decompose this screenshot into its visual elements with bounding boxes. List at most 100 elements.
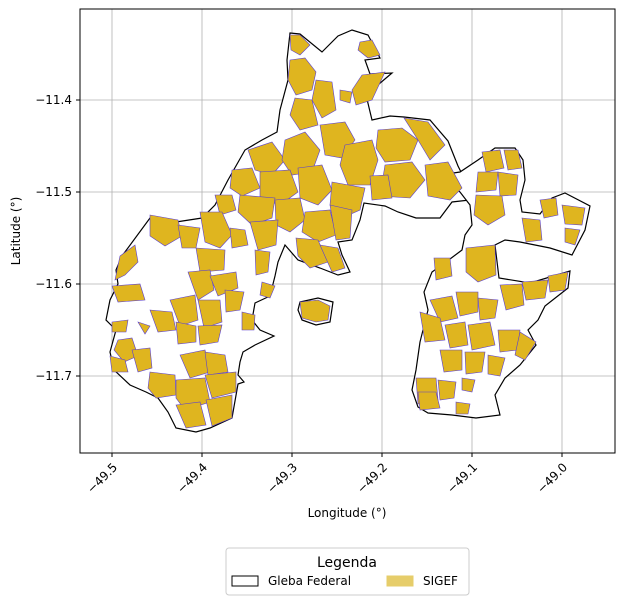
sigef-parcel [503,149,523,171]
sigef-parcel [429,295,459,323]
x-tick-label: −49.5 [84,460,120,496]
y-tick-label: −11.5 [35,185,72,199]
sigef-parcel [147,371,177,399]
sigef-parcel [224,289,245,313]
sigef-parcel [465,244,497,283]
sigef-parcel [204,351,229,376]
x-axis-label: Longitude (°) [308,506,387,520]
sigef-parcel [137,321,151,335]
sigef-parcel [113,337,139,363]
sigef-parcel [195,247,226,273]
sigef-parcel [417,391,441,411]
sigef-parcel [131,347,153,373]
sigef-parcel [229,167,261,197]
sigef-parcel [329,204,353,241]
sigef-parcel [497,171,519,197]
sigef-parcel [424,161,463,201]
x-tick-marks [111,453,563,457]
sigef-parcel [241,311,256,331]
sigef-parcel [187,269,215,301]
x-tick-label: −49.3 [264,460,300,496]
sigef-parcel [289,34,311,56]
sigef-parcel [109,355,129,373]
sigef-parcel [209,271,239,297]
y-tick-label: −11.7 [35,369,72,383]
sigef-parcel [475,171,499,193]
sigef-parcel [375,127,419,163]
sigef-parcel [521,217,543,243]
sigef-parcel [514,331,537,361]
sigef-parcel [437,379,457,401]
y-axis-label: Latitude (°) [9,197,23,266]
sigef-parcel [561,204,586,226]
sigef-parcel [351,71,386,106]
sigef-layer [109,34,586,429]
sigef-parcel [169,294,199,327]
sigef-parcel [455,401,471,415]
sigef-parcel [481,149,505,173]
sigef-parcel [149,309,177,333]
sigef-parcel [259,169,299,206]
sigef-parcel [419,311,446,343]
sigef-parcel [111,283,146,303]
sigef-parcel [467,321,496,351]
legend-label-sigef: SIGEF [423,574,458,588]
sigef-parcel [311,79,337,119]
sigef-parcel [111,319,129,333]
sigef-parcel [547,271,569,293]
legend-label-gleba: Gleba Federal [268,574,351,588]
sigef-parcel [499,283,525,311]
sigef-parcel [289,97,319,131]
sigef-parcel [455,291,479,317]
sigef-parcel [205,394,233,427]
y-tick-labels: −11.4 −11.5 −11.6 −11.7 [35,93,72,383]
sigef-parcel [403,117,446,161]
sigef-parcel [521,279,549,301]
sigef-parcel [114,244,139,281]
sigef-parcel [175,321,197,345]
sigef-parcel [249,219,279,251]
legend-swatch-sigef [386,575,414,587]
sigef-parcel [319,244,346,273]
sigef-parcel [461,377,476,393]
sigef-parcel [464,351,486,375]
x-tick-label: −49.2 [354,460,390,496]
sigef-parcel [214,194,237,216]
sigef-parcel [247,141,286,176]
sigef-parcel [177,224,201,249]
sigef-parcel [204,371,237,399]
x-tick-label: −49.1 [444,460,480,496]
legend-swatch-gleba [231,575,259,587]
sigef-parcel [433,257,453,281]
sigef-parcel [477,297,499,321]
sigef-parcel [197,324,223,346]
sigef-parcel [149,214,183,247]
sigef-parcel [339,89,353,104]
legend-title: Legenda [317,555,377,571]
sigef-parcel [487,354,506,377]
sigef-parcel [229,227,249,249]
y-tick-marks [76,99,80,377]
sigef-parcel [287,57,317,96]
sigef-parcel [197,299,223,329]
sigef-parcel [369,174,393,201]
y-tick-label: −11.4 [35,93,72,107]
sigef-parcel [297,164,333,206]
axes-frame [79,8,616,454]
x-tick-labels: −49.5 −49.4 −49.3 −49.2 −49.1 −49.0 [84,460,570,496]
sigef-parcel [564,227,581,246]
y-tick-label: −11.6 [35,277,72,291]
x-tick-label: −49.4 [174,460,210,496]
sigef-parcel [199,211,233,249]
sigef-parcel [175,401,207,429]
sigef-parcel [299,299,331,323]
sigef-parcel [301,209,337,243]
sigef-parcel [254,249,271,276]
sigef-parcel [539,197,559,219]
x-tick-label: −49.0 [534,460,570,496]
legend: Legenda Gleba Federal SIGEF [225,547,470,596]
sigef-parcel [259,281,276,299]
sigef-parcel [339,139,379,186]
sigef-parcel [357,39,381,59]
